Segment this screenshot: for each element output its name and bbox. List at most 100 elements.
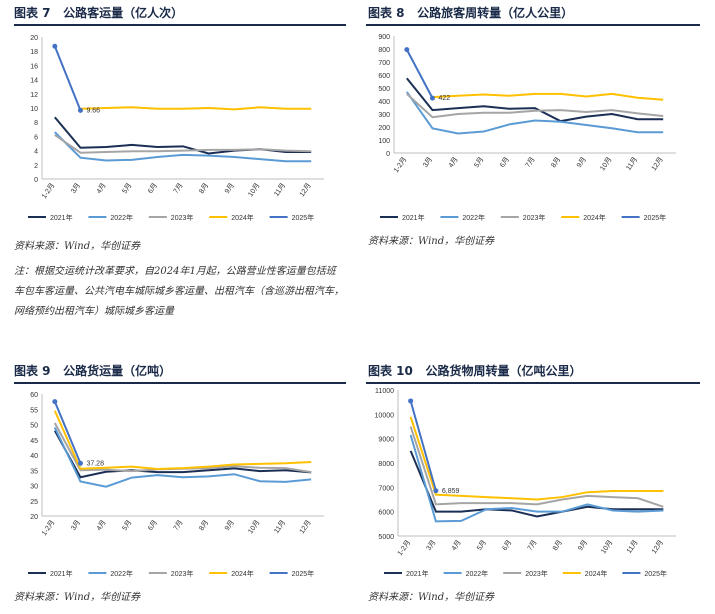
data-point (52, 399, 58, 405)
x-tick-label: 1-2月 (396, 539, 412, 558)
source-text: 资料来源：Wind，华创证券 (368, 236, 495, 247)
x-tick-label: 12月 (650, 539, 665, 556)
data-point (52, 43, 58, 49)
y-tick-label: 11000 (375, 388, 394, 395)
figure-label: 图表 10 (368, 364, 413, 378)
figure-title: 公路客运量（亿人次） (63, 6, 184, 20)
legend-label: 2021年 (50, 213, 73, 222)
data-point (404, 47, 410, 53)
y-tick-label: 8 (34, 120, 38, 127)
legend-label: 2025年 (644, 213, 667, 222)
y-tick-label: 60 (30, 392, 38, 399)
x-tick-label: 6月 (498, 156, 511, 170)
y-tick-label: 7000 (378, 485, 394, 492)
legend-label: 2021年 (50, 569, 73, 578)
series-line (409, 450, 664, 518)
x-tick-label: 3月 (425, 539, 438, 553)
chart-passenger-turnover: 0 100 200 300 400 500 600 700 800 900 1-2月 3月 4月 5月 6月… (378, 34, 676, 222)
x-tick-label: 5月 (121, 519, 134, 533)
y-tick-label: 20 (30, 35, 38, 42)
x-tick-label: 8月 (551, 539, 564, 553)
x-tick-label: 9月 (576, 539, 589, 553)
data-label: 6,859 (442, 488, 460, 495)
y-tick-label: 6 (34, 134, 38, 141)
y-tick-label: 55 (30, 407, 38, 414)
figure-title: 公路旅客周转量（亿人公里） (417, 6, 574, 20)
x-tick-label: 5月 (475, 539, 488, 553)
y-tick-label: 4 (34, 149, 38, 156)
x-tick-label: 4月 (450, 539, 463, 553)
legend-label: 2025年 (292, 213, 315, 222)
x-tick-label: 12月 (650, 156, 665, 173)
x-tick-label: 7月 (526, 539, 539, 553)
y-tick-label: 5000 (378, 534, 394, 541)
legend-label: 2022年 (110, 569, 133, 578)
data-label: 37.28 (86, 460, 104, 467)
series-line (54, 131, 312, 163)
y-tick-label: 10000 (375, 412, 395, 419)
y-tick-label: 40 (30, 453, 38, 460)
series-line (53, 430, 312, 479)
data-label: 422 (438, 95, 450, 102)
series-line (54, 116, 312, 155)
x-tick-label: 9月 (223, 182, 236, 196)
x-tick-label: 10月 (599, 156, 614, 173)
x-tick-label: 4月 (95, 182, 108, 196)
x-tick-label: 10月 (247, 519, 262, 536)
x-tick-label: 3月 (69, 519, 82, 533)
data-point (408, 398, 414, 404)
series-line (432, 92, 664, 101)
series-line (53, 401, 82, 464)
data-point (77, 107, 83, 113)
data-point (433, 488, 439, 494)
series-line (53, 427, 312, 488)
y-tick-label: 600 (378, 73, 390, 80)
x-tick-label: 7月 (172, 182, 185, 196)
series-line (409, 426, 664, 508)
y-tick-label: 400 (378, 99, 390, 106)
y-tick-label: 8000 (378, 461, 394, 468)
figure-label: 图表 7 (14, 6, 51, 20)
y-tick-label: 0 (34, 177, 38, 184)
x-tick-label: 1-2月 (40, 519, 56, 538)
legend-label: 2023年 (171, 569, 194, 578)
legend-label: 2024年 (231, 569, 254, 578)
chart-title: 图表 9 公路货运量（亿吨） (14, 362, 171, 379)
x-tick-label: 11月 (625, 539, 640, 555)
series-line (406, 77, 664, 123)
series-line (409, 400, 437, 492)
title-rule (366, 24, 700, 26)
data-point (429, 95, 435, 101)
x-tick-label: 4月 (447, 156, 460, 170)
y-tick-label: 800 (378, 47, 390, 54)
series-line (80, 106, 312, 111)
legend-label: 2023年 (171, 213, 194, 222)
series-line (409, 434, 664, 523)
y-tick-label: 900 (378, 34, 390, 41)
x-tick-label: 3月 (421, 156, 434, 170)
chart-freight-turnover: 5000 6000 7000 8000 9000 10000 11000 1-2月 3月 4月 5月… (375, 388, 676, 578)
x-tick-label: 12月 (298, 519, 313, 536)
legend-label: 2021年 (402, 213, 425, 222)
y-tick-label: 6000 (378, 510, 394, 517)
title-rule (366, 382, 700, 384)
x-tick-label: 4月 (95, 519, 108, 533)
x-tick-label: 7月 (524, 156, 537, 170)
y-tick-label: 300 (378, 112, 390, 119)
chart-title: 图表 7 公路客运量（亿人次） (14, 4, 183, 21)
y-tick-label: 35 (30, 468, 38, 475)
footnote: 注：根据交运统计改革要求，自2024年1月起，公路营业性客运量包括班车包车客运量… (14, 266, 344, 317)
legend-label: 2023年 (525, 569, 548, 578)
series-line (406, 91, 664, 135)
figure-title: 公路货物周转量（亿吨公里） (425, 364, 582, 378)
x-tick-label: 5月 (121, 182, 134, 196)
x-tick-label: 8月 (197, 182, 210, 196)
x-tick-label: 10月 (247, 182, 262, 199)
x-tick-label: 9月 (575, 156, 588, 170)
x-tick-label: 12月 (298, 182, 313, 199)
chart-title: 图表 10 公路货物周转量（亿吨公里） (368, 362, 581, 379)
y-tick-label: 16 (30, 63, 38, 70)
legend-label: 2022年 (110, 213, 133, 222)
y-tick-label: 45 (30, 438, 38, 445)
y-tick-label: 12 (30, 92, 38, 99)
